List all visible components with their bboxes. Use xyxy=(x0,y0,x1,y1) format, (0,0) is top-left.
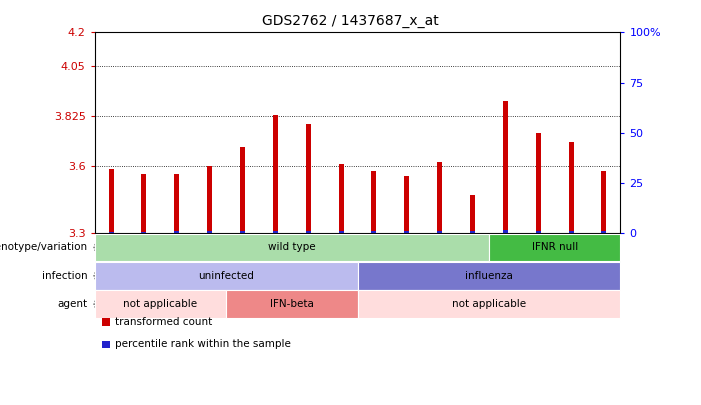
Bar xyxy=(142,174,147,233)
Bar xyxy=(207,166,212,233)
Bar xyxy=(175,231,179,233)
Bar xyxy=(273,115,278,233)
Text: agent: agent xyxy=(57,299,88,309)
Bar xyxy=(503,101,508,233)
Bar xyxy=(306,231,311,233)
Bar xyxy=(240,147,245,233)
Text: IFNR null: IFNR null xyxy=(531,243,578,252)
Bar xyxy=(306,124,311,233)
Bar xyxy=(437,162,442,233)
Bar xyxy=(470,231,475,233)
Bar xyxy=(372,231,376,233)
Text: influenza: influenza xyxy=(465,271,513,281)
Bar xyxy=(536,231,540,233)
Bar xyxy=(273,231,278,233)
Bar xyxy=(404,231,409,233)
Bar xyxy=(240,231,245,233)
Text: uninfected: uninfected xyxy=(198,271,254,281)
Text: wild type: wild type xyxy=(268,243,315,252)
Bar xyxy=(437,231,442,233)
Bar xyxy=(109,169,114,233)
Bar xyxy=(109,232,114,233)
Text: infection: infection xyxy=(42,271,88,281)
Text: IFN-beta: IFN-beta xyxy=(270,299,314,309)
Text: genotype/variation: genotype/variation xyxy=(0,243,88,252)
Bar xyxy=(503,230,508,233)
Bar xyxy=(470,196,475,233)
Text: not applicable: not applicable xyxy=(123,299,198,309)
Text: GDS2762 / 1437687_x_at: GDS2762 / 1437687_x_at xyxy=(262,14,439,28)
Bar xyxy=(601,171,606,233)
Bar xyxy=(536,133,540,233)
Bar xyxy=(569,231,573,233)
Bar xyxy=(175,174,179,233)
Bar xyxy=(569,143,573,233)
Bar xyxy=(142,232,147,233)
Text: transformed count: transformed count xyxy=(116,317,212,327)
Text: percentile rank within the sample: percentile rank within the sample xyxy=(116,339,292,349)
Bar xyxy=(339,231,343,233)
Text: not applicable: not applicable xyxy=(452,299,526,309)
Bar xyxy=(207,231,212,233)
Bar xyxy=(601,231,606,233)
Bar xyxy=(404,176,409,233)
Bar xyxy=(339,164,343,233)
Bar xyxy=(372,171,376,233)
